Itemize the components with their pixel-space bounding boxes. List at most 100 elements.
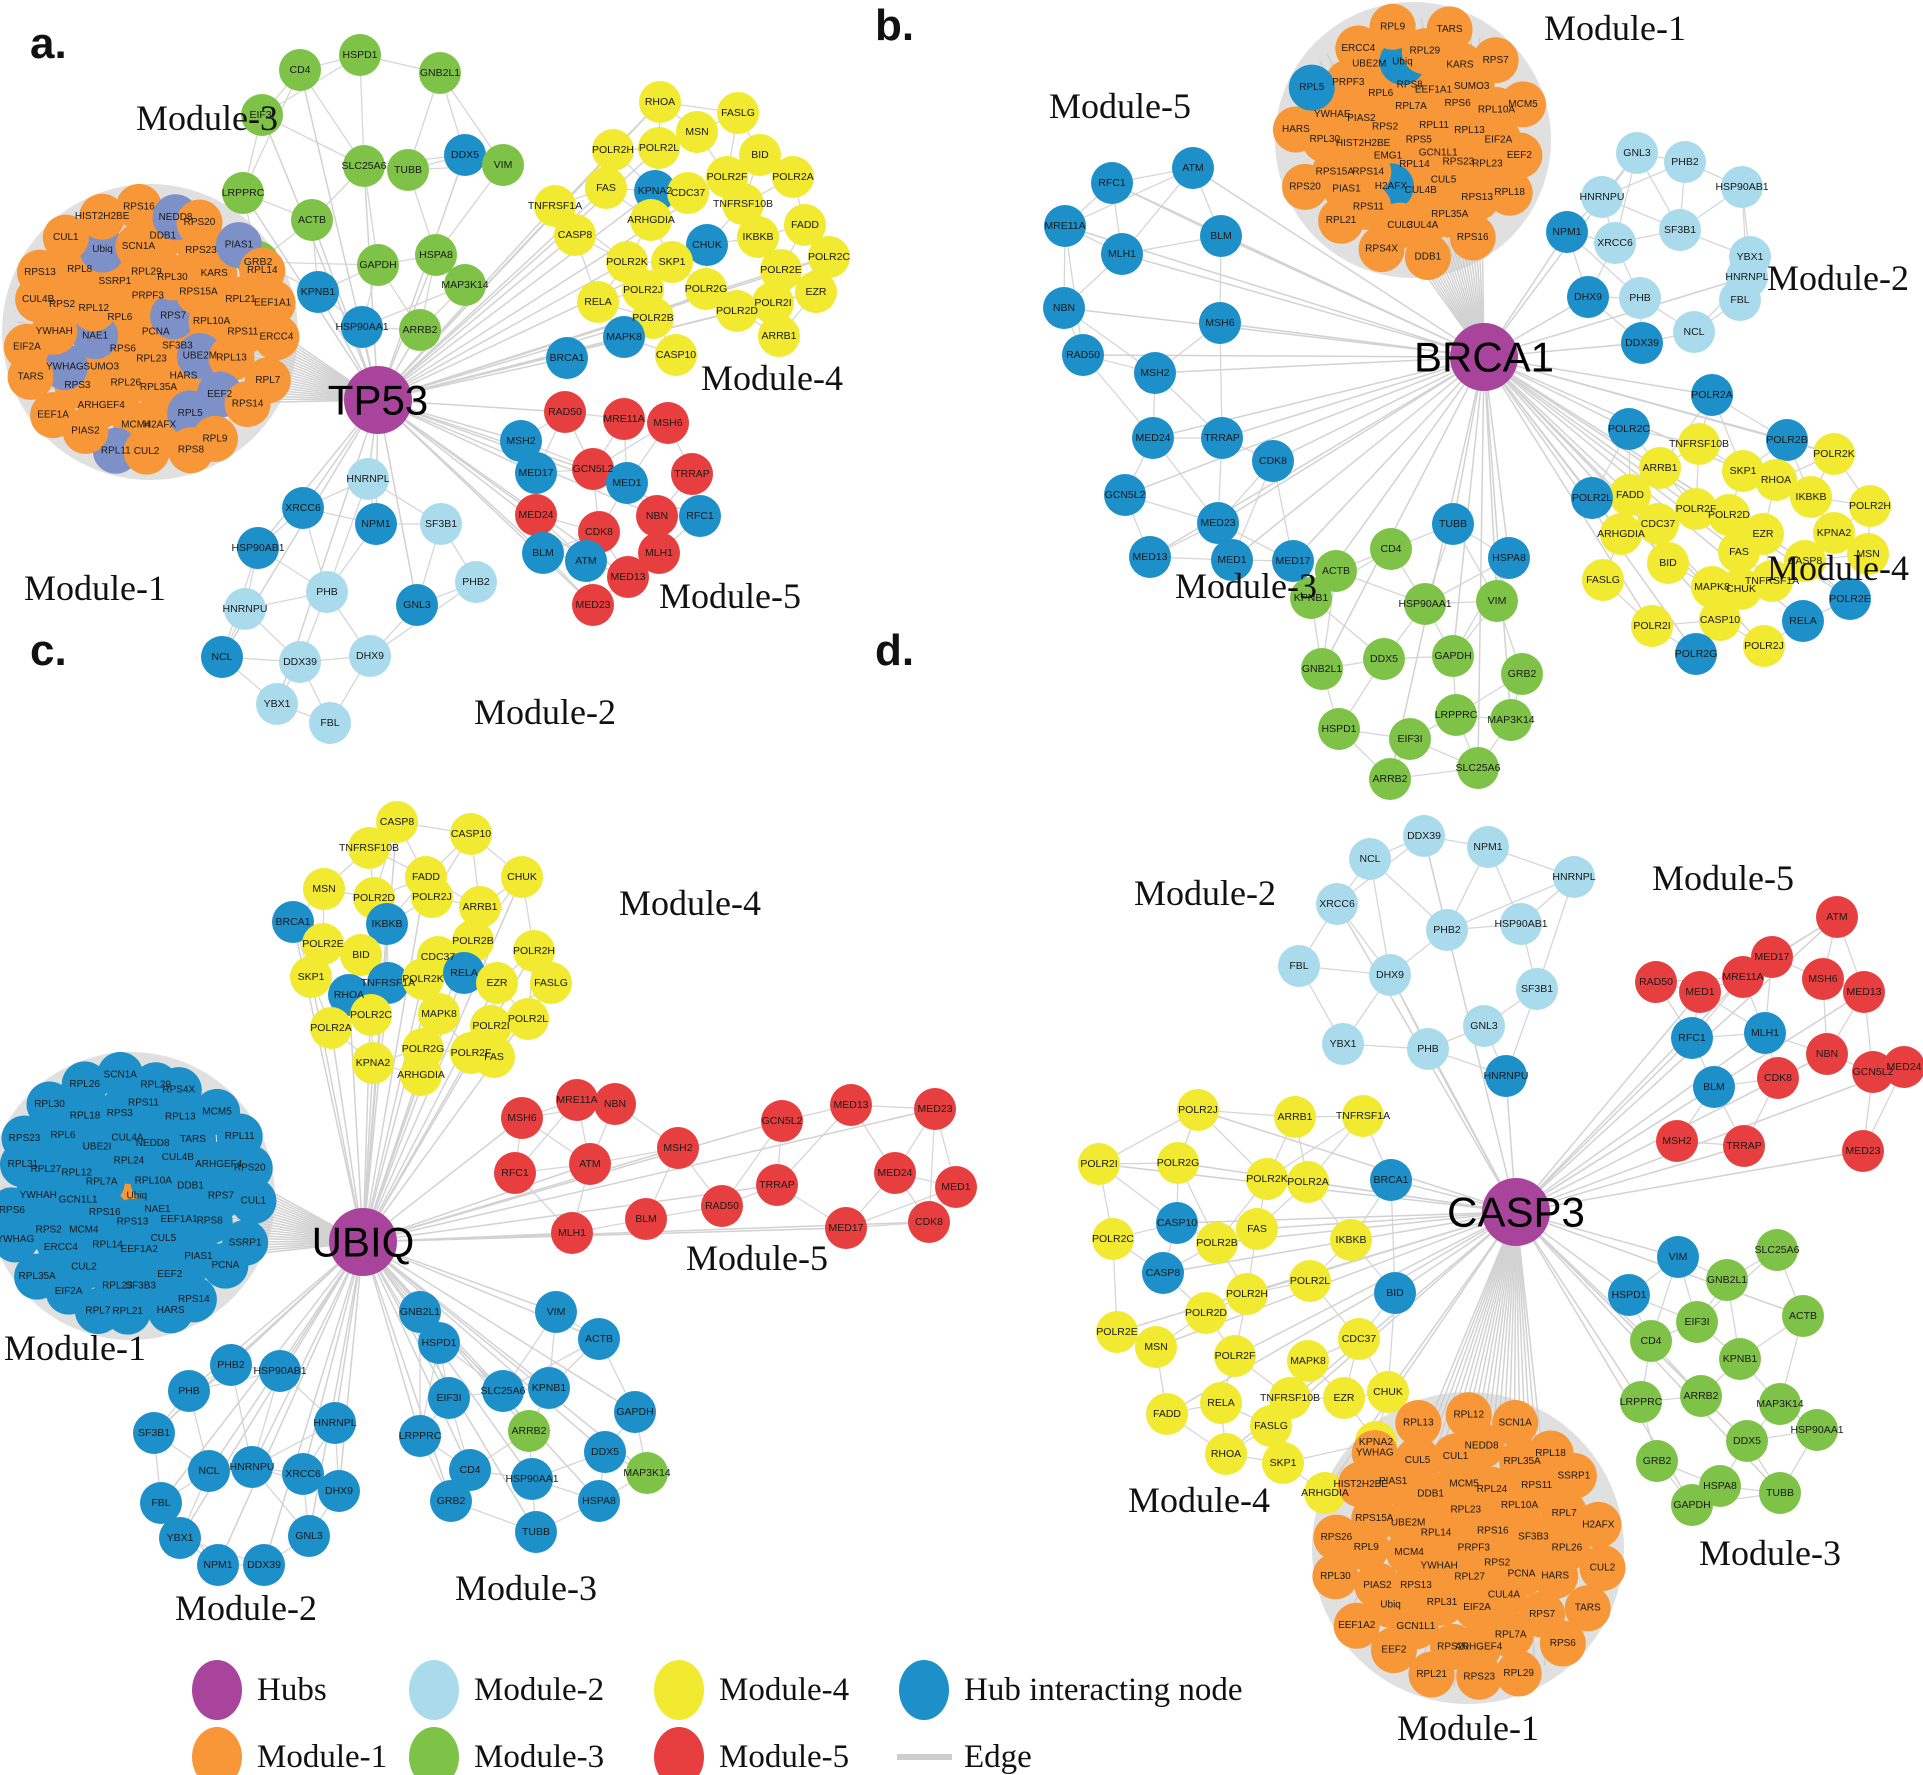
node-SLC25A6[interactable] xyxy=(482,1370,524,1412)
node-MED13[interactable] xyxy=(1129,536,1171,578)
node-ARRB2[interactable] xyxy=(508,1410,550,1452)
node-CDK8[interactable] xyxy=(908,1201,950,1243)
node-RPS4X[interactable] xyxy=(155,1067,202,1114)
node-MRE11A[interactable] xyxy=(556,1079,598,1121)
hub-node-CASP3[interactable] xyxy=(1482,1178,1550,1246)
node-ARHGDIA[interactable] xyxy=(1600,513,1642,555)
node-YBX1[interactable] xyxy=(1322,1023,1364,1065)
node-CUL1[interactable] xyxy=(230,1177,277,1224)
node-HSP90AA1[interactable] xyxy=(1404,583,1446,625)
node-CHUK[interactable] xyxy=(501,856,543,898)
node-MSH2[interactable] xyxy=(500,420,542,462)
node-HNRNPU[interactable] xyxy=(231,1446,273,1488)
node-POLR2D[interactable] xyxy=(1708,494,1750,536)
node-CDC37[interactable] xyxy=(1338,1318,1380,1360)
node-MED24[interactable] xyxy=(874,1152,916,1194)
node-CASP8[interactable] xyxy=(554,214,596,256)
node-TUBB[interactable] xyxy=(515,1511,557,1553)
node-CD4[interactable] xyxy=(279,49,321,91)
node-GRB2[interactable] xyxy=(1501,653,1543,695)
node-MSN[interactable] xyxy=(303,868,345,910)
node-NCL[interactable] xyxy=(1673,311,1715,353)
node-MED23[interactable] xyxy=(1197,502,1239,544)
node-RELA[interactable] xyxy=(1200,1382,1242,1424)
node-TNFRSF1A[interactable] xyxy=(1342,1095,1384,1137)
hub-node-UBIQ[interactable] xyxy=(329,1208,397,1276)
node-CUL1[interactable] xyxy=(42,214,89,261)
node-CDC37[interactable] xyxy=(667,172,709,214)
node-MAPK8[interactable] xyxy=(418,993,460,1035)
node-FAS[interactable] xyxy=(1718,531,1760,573)
node-CDC37[interactable] xyxy=(1637,503,1679,545)
node-KPNB1[interactable] xyxy=(1290,577,1332,619)
node-POLR2J[interactable] xyxy=(1743,625,1785,667)
node-IKBKB[interactable] xyxy=(1330,1219,1372,1261)
node-CD4[interactable] xyxy=(1370,528,1412,570)
node-GNB2L1[interactable] xyxy=(419,52,461,94)
node-RELA[interactable] xyxy=(443,952,485,994)
node-POLR2H[interactable] xyxy=(592,129,634,171)
node-MSN[interactable] xyxy=(676,111,718,153)
node-GAPDH[interactable] xyxy=(1432,635,1474,677)
node-RFC1[interactable] xyxy=(679,495,721,537)
node-POLR2G[interactable] xyxy=(1157,1142,1199,1184)
node-POLR2B[interactable] xyxy=(1766,419,1808,461)
node-POLR2I[interactable] xyxy=(752,282,794,324)
node-MSH6[interactable] xyxy=(501,1097,543,1139)
node-NPM1[interactable] xyxy=(1467,826,1509,868)
node-DDX5[interactable] xyxy=(1726,1420,1768,1462)
node-EEF1A2[interactable] xyxy=(1333,1602,1380,1649)
node-SKP1[interactable] xyxy=(1722,450,1764,492)
node-BLM[interactable] xyxy=(1693,1066,1735,1108)
node-CASP8[interactable] xyxy=(1784,540,1826,582)
node-RPL7A[interactable] xyxy=(1487,1611,1534,1658)
node-BLM[interactable] xyxy=(1200,215,1242,257)
node-BID[interactable] xyxy=(340,934,382,976)
node-MAP3K14[interactable] xyxy=(444,264,486,306)
node-POLR2A[interactable] xyxy=(772,156,814,198)
node-MED24[interactable] xyxy=(1883,1046,1923,1088)
node-POLR2L[interactable] xyxy=(507,998,549,1040)
node-GAPDH[interactable] xyxy=(614,1391,656,1433)
node-GNL3[interactable] xyxy=(1616,132,1658,174)
node-XRCC6[interactable] xyxy=(282,487,324,529)
node-ATM[interactable] xyxy=(569,1143,611,1185)
node-POLR2F[interactable] xyxy=(1214,1335,1256,1377)
node-MSH2[interactable] xyxy=(657,1127,699,1169)
node-POLR2C[interactable] xyxy=(1092,1218,1134,1260)
node-POLR2D[interactable] xyxy=(1185,1292,1227,1334)
node-TNFRSF1A[interactable] xyxy=(367,962,409,1004)
node-RELA[interactable] xyxy=(577,281,619,323)
node-DHX9[interactable] xyxy=(349,635,391,677)
node-POLR2A[interactable] xyxy=(310,1007,352,1049)
node-RFC1[interactable] xyxy=(1671,1017,1713,1059)
node-POLR2I[interactable] xyxy=(1631,605,1673,647)
node-MLH1[interactable] xyxy=(1744,1012,1786,1054)
node-MSH6[interactable] xyxy=(1802,958,1844,1000)
node-CD4[interactable] xyxy=(1630,1320,1672,1362)
node-POLR2F[interactable] xyxy=(1675,488,1717,530)
node-EZR[interactable] xyxy=(795,271,837,313)
node-POLR2B[interactable] xyxy=(452,920,494,962)
node-PHB[interactable] xyxy=(1619,277,1661,319)
node-TNFRSF10B[interactable] xyxy=(348,827,390,869)
node-DDX5[interactable] xyxy=(1363,638,1405,680)
node-RPL18[interactable] xyxy=(62,1093,109,1140)
node-CASP10[interactable] xyxy=(1156,1202,1198,1244)
node-DDX5[interactable] xyxy=(584,1431,626,1473)
node-NBN[interactable] xyxy=(1043,287,1085,329)
node-FASLG[interactable] xyxy=(530,962,572,1004)
node-RPL13[interactable] xyxy=(208,335,255,382)
node-POLR2C[interactable] xyxy=(808,236,850,278)
node-GRB2[interactable] xyxy=(430,1480,472,1522)
node-MLH1[interactable] xyxy=(1101,233,1143,275)
node-TUBB[interactable] xyxy=(387,149,429,191)
node-ACTB[interactable] xyxy=(578,1318,620,1360)
node-MED23[interactable] xyxy=(572,584,614,626)
node-RPS7[interactable] xyxy=(1472,37,1519,84)
node-EIF3I[interactable] xyxy=(1389,718,1431,760)
node-HSPD1[interactable] xyxy=(1608,1274,1650,1316)
node-GRB2[interactable] xyxy=(1636,1440,1678,1482)
node-FADD[interactable] xyxy=(1146,1393,1188,1435)
node-IKBKB[interactable] xyxy=(366,903,408,945)
